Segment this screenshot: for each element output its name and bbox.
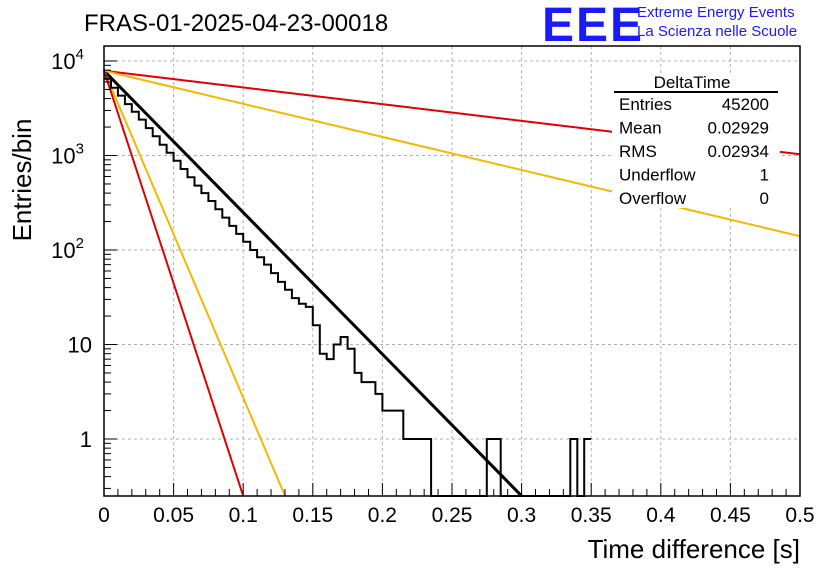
stats-label: Entries xyxy=(619,95,672,114)
stats-label: RMS xyxy=(619,142,657,161)
chart-title: FRAS-01-2025-04-23-00018 xyxy=(84,10,389,37)
stats-label: Mean xyxy=(619,119,662,138)
y-tick-label: 103 xyxy=(51,141,84,169)
x-tick-label: 0 xyxy=(98,504,110,527)
y-tick-label: 102 xyxy=(51,235,84,263)
logo-caption-line2: La Scienza nelle Scuole xyxy=(637,23,798,40)
eee-logo: EEE xyxy=(542,0,645,52)
stats-name: DeltaTime xyxy=(654,73,731,92)
stats-value: 0 xyxy=(760,189,769,208)
x-tick-label: 0.2 xyxy=(368,504,397,527)
stats-value: 0.02929 xyxy=(708,119,769,138)
x-axis: 0 0.05 0.1 0.15 0.2 0.25 0.3 0.35 0.4 0.45 0.5 xyxy=(98,483,815,527)
x-tick-label: 0.45 xyxy=(710,504,751,527)
y-axis-label: Entries/bin xyxy=(7,119,37,242)
y-tick-label: 10 xyxy=(68,333,92,358)
fit-line-black xyxy=(102,69,523,497)
fit-line-yellow xyxy=(103,70,286,497)
fit-line-yellow xyxy=(103,69,801,238)
logo-caption: Extreme Energy Events La Scienza nelle S… xyxy=(637,3,797,41)
x-axis-label: Time difference [s] xyxy=(588,534,800,564)
x-tick-label: 0.25 xyxy=(432,504,473,527)
fit-line-red xyxy=(103,70,245,497)
stats-box: DeltaTime Entries 45200 Mean 0.02929 RMS 0.02… xyxy=(612,73,780,208)
x-tick-label: 0.3 xyxy=(507,504,536,527)
stats-label: Underflow xyxy=(619,166,696,185)
x-tick-label: 0.15 xyxy=(292,504,333,527)
histogram-steps xyxy=(104,77,592,497)
logo-caption-line1: Extreme Energy Events xyxy=(637,4,795,21)
x-tick-label: 0.35 xyxy=(571,504,612,527)
x-tick-label: 0.4 xyxy=(646,504,676,527)
y-axis: 1 10 102 103 104 xyxy=(51,46,117,489)
x-tick-label: 0.05 xyxy=(153,504,194,527)
stats-rows: Entries 45200 Mean 0.02929 RMS 0.02934 Underfl… xyxy=(619,95,769,208)
x-tick-label: 0.1 xyxy=(229,504,258,527)
stats-value: 0.02934 xyxy=(708,142,769,161)
stats-value: 45200 xyxy=(722,95,769,114)
y-tick-label: 104 xyxy=(51,46,84,74)
y-tick-label: 1 xyxy=(80,427,92,452)
stats-label: Overflow xyxy=(619,189,687,208)
stats-value: 1 xyxy=(760,166,769,185)
x-tick-label: 0.5 xyxy=(785,504,814,527)
